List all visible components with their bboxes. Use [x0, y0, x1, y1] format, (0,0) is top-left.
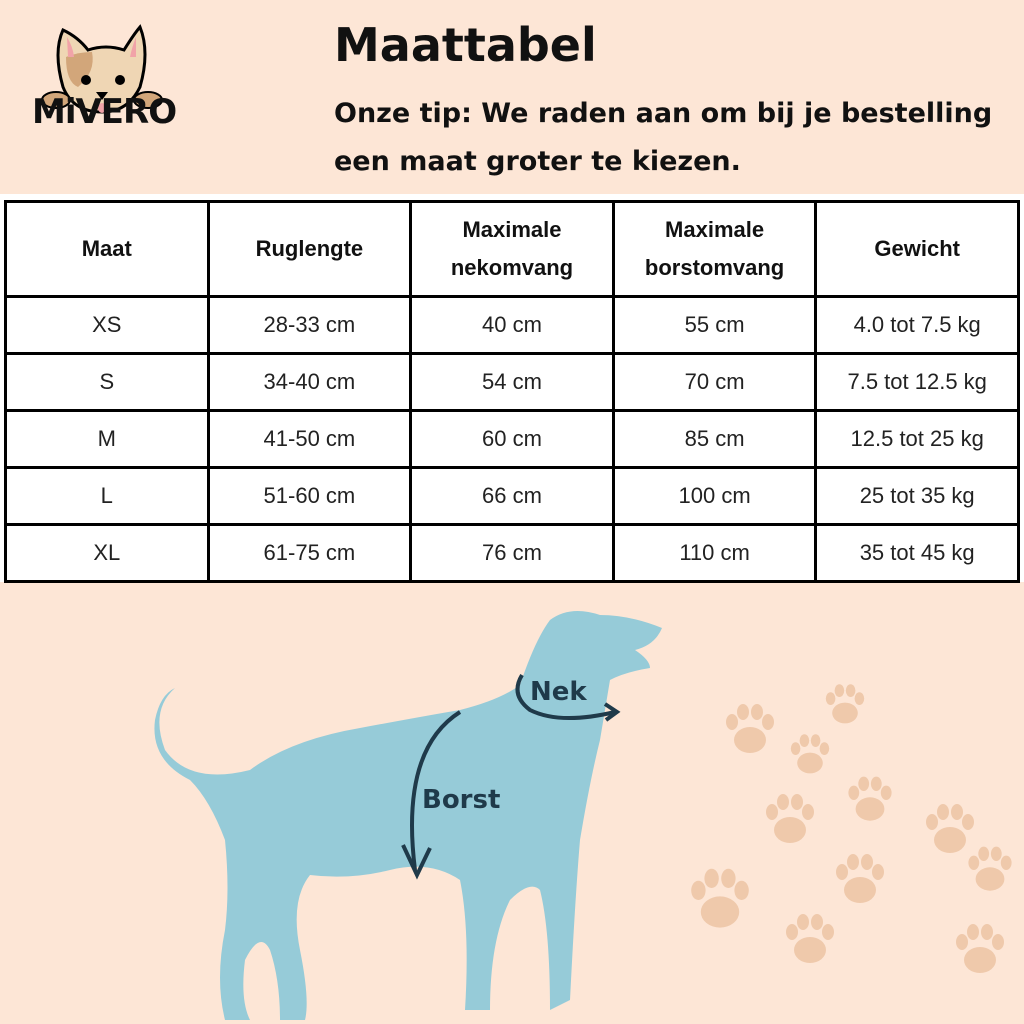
size-table: Maat Ruglengte Maximale nekomvang Maxima… [4, 200, 1020, 583]
table-cell: 7.5 tot 12.5 kg [814, 352, 1020, 412]
table-row: XS 28-33 cm 40 cm 55 cm 4.0 tot 7.5 kg [4, 295, 1020, 355]
table-row: M 41-50 cm 60 cm 85 cm 12.5 tot 25 kg [4, 409, 1020, 469]
size-table-container: Maat Ruglengte Maximale nekomvang Maxima… [0, 194, 1024, 583]
table-cell: 60 cm [409, 409, 615, 469]
table-cell: S [4, 352, 210, 412]
table-cell: XS [4, 295, 210, 355]
dog-logo-icon [41, 24, 163, 114]
table-cell: 85 cm [611, 409, 818, 469]
table-cell: 40 cm [409, 295, 615, 355]
tip-text: Onze tip: We raden aan om bij je bestell… [334, 98, 993, 177]
table-cell: 28-33 cm [206, 295, 413, 355]
table-header-row: Maat Ruglengte Maximale nekomvang Maxima… [4, 200, 1020, 298]
paw-print-icon [848, 776, 892, 821]
table-cell: 54 cm [409, 352, 615, 412]
table-cell: 76 cm [409, 523, 615, 583]
table-cell: 4.0 tot 7.5 kg [814, 295, 1020, 355]
table-row: XL 61-75 cm 76 cm 110 cm 35 tot 45 kg [4, 523, 1020, 583]
paw-print-icon [790, 734, 830, 774]
table-cell: 70 cm [611, 352, 818, 412]
logo-text: MiVERO [32, 92, 177, 132]
table-cell: XL [4, 523, 210, 583]
column-header: Maximale borstomvang [611, 200, 818, 298]
paw-print-icon [956, 924, 1004, 973]
paw-print-icon [825, 684, 865, 724]
column-header: Ruglengte [206, 200, 413, 298]
paw-print-icon [726, 704, 774, 753]
paw-print-icon [836, 854, 884, 903]
table-cell: 100 cm [611, 466, 818, 526]
paw-print-icon [766, 794, 814, 843]
table-cell: 25 tot 35 kg [814, 466, 1020, 526]
table-cell: 55 cm [611, 295, 818, 355]
table-cell: 12.5 tot 25 kg [814, 409, 1020, 469]
dog-measurement-diagram: Nek Borst [154, 611, 662, 1020]
table-cell: 51-60 cm [206, 466, 413, 526]
table-row: S 34-40 cm 54 cm 70 cm 7.5 tot 12.5 kg [4, 352, 1020, 412]
dog-silhouette [154, 611, 662, 1020]
page-title: Maattabel [334, 18, 597, 72]
paw-print-icon [926, 804, 974, 853]
column-header: Maat [4, 200, 210, 298]
table-row: L 51-60 cm 66 cm 100 cm 25 tot 35 kg [4, 466, 1020, 526]
paw-print-icon [691, 868, 749, 928]
paw-prints-decoration [691, 684, 1012, 973]
neck-label: Nek [530, 677, 587, 707]
table-cell: 35 tot 45 kg [814, 523, 1020, 583]
column-header: Maximale nekomvang [409, 200, 615, 298]
paw-print-icon [786, 914, 834, 963]
chest-label: Borst [422, 785, 500, 815]
table-cell: L [4, 466, 210, 526]
paw-print-icon [968, 846, 1012, 891]
table-cell: M [4, 409, 210, 469]
column-header: Gewicht [814, 200, 1020, 298]
table-cell: 34-40 cm [206, 352, 413, 412]
table-cell: 110 cm [611, 523, 818, 583]
table-cell: 66 cm [409, 466, 615, 526]
table-cell: 61-75 cm [206, 523, 413, 583]
table-cell: 41-50 cm [206, 409, 413, 469]
